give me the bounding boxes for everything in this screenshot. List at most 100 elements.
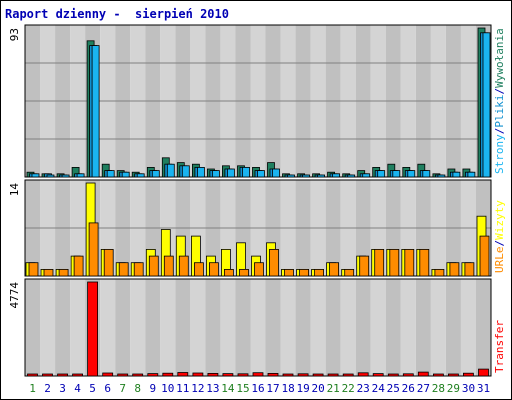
kbytes-bar <box>72 373 83 377</box>
sites-bar <box>284 268 294 277</box>
kbytes-bar <box>237 373 249 377</box>
kbytes-bar <box>282 373 294 377</box>
sites-bar <box>434 268 445 277</box>
kbytes-bar <box>102 372 114 377</box>
kbytes-bar <box>147 373 159 377</box>
plot-band <box>175 279 191 376</box>
day-label: 20 <box>311 382 324 395</box>
pages-bar <box>136 173 145 178</box>
sites-bar <box>148 255 159 277</box>
pages-bar <box>211 170 220 178</box>
kbytes-bar <box>462 372 474 377</box>
day-label: 22 <box>342 382 355 395</box>
sites-bar <box>239 268 249 277</box>
pages-bar <box>226 168 235 178</box>
plot-band <box>445 279 461 376</box>
plot-band <box>55 279 71 376</box>
pages-bar <box>181 165 190 178</box>
plot-band <box>70 279 86 376</box>
legend-item: / <box>493 88 506 95</box>
plot-band <box>25 279 41 376</box>
plot-band <box>220 279 236 376</box>
day-label: 23 <box>357 382 370 395</box>
sites-bar <box>208 262 219 277</box>
day-label: 11 <box>176 382 189 395</box>
plot-band <box>355 279 371 376</box>
plot-band <box>415 279 431 376</box>
plot-band <box>205 279 221 376</box>
day-label: 3 <box>59 382 66 395</box>
day-label: 14 <box>221 382 235 395</box>
day-label: 1 <box>29 382 36 395</box>
day-label: 19 <box>296 382 309 395</box>
plot-band <box>40 279 56 376</box>
plot-band <box>250 279 266 376</box>
day-label: 10 <box>161 382 174 395</box>
y-max-label: 4774 <box>8 282 21 309</box>
plot-band <box>280 279 296 376</box>
sites-bar <box>314 268 325 277</box>
pages-bar <box>106 170 115 178</box>
kbytes-bar <box>478 368 489 377</box>
day-label: 6 <box>104 382 111 395</box>
sites-bar <box>374 248 385 277</box>
kbytes-bar <box>132 373 144 377</box>
pages-bar <box>151 170 160 178</box>
plot-band <box>340 279 356 376</box>
sites-bar <box>254 262 264 277</box>
pages-bar <box>257 170 265 178</box>
legend-item: Wywołania <box>493 28 506 88</box>
sites-bar <box>73 255 84 277</box>
legend-item: / <box>493 128 506 135</box>
sites-bar <box>389 248 400 277</box>
plot-band <box>475 279 491 376</box>
day-label: 9 <box>149 382 156 395</box>
pages-bar <box>272 168 280 178</box>
sites-bar <box>299 268 310 277</box>
day-label: 2 <box>44 382 51 395</box>
sites-bar <box>404 248 415 277</box>
kbytes-bar <box>252 372 264 377</box>
kbytes-bar <box>267 372 279 377</box>
kbytes-bar <box>207 372 219 377</box>
day-label: 31 <box>477 382 490 395</box>
pages-bar <box>91 45 100 178</box>
kbytes-bar <box>27 373 38 377</box>
day-label: 8 <box>134 382 141 395</box>
plot-band <box>190 279 206 376</box>
kbytes-bar <box>432 373 444 377</box>
sites-bar <box>449 262 460 277</box>
day-label: 7 <box>119 382 126 395</box>
day-label: 25 <box>387 382 400 395</box>
plot-band <box>235 279 251 376</box>
pages-bar <box>362 173 371 178</box>
legend-item: / <box>493 240 506 247</box>
sites-bar <box>43 268 54 277</box>
pages-bar <box>377 170 386 178</box>
pages-bar <box>196 166 205 178</box>
day-label: 27 <box>417 382 430 395</box>
pages-bar <box>407 170 416 178</box>
day-label: 28 <box>432 382 445 395</box>
legend-item: Pliki <box>493 95 506 128</box>
pages-bar <box>317 174 326 178</box>
kbytes-bar <box>342 373 354 377</box>
kbytes-bar <box>387 373 399 377</box>
legend-label: Strony/Pliki/Wywołania <box>493 28 506 174</box>
pages-bar <box>422 170 431 178</box>
day-label: 24 <box>372 382 386 395</box>
kbytes-bar <box>357 372 369 377</box>
legend-label: URLe/Wizyty <box>493 200 506 273</box>
sites-bar <box>269 248 279 277</box>
plot-band <box>430 279 446 376</box>
kbytes-bar <box>312 373 324 377</box>
day-label: 30 <box>462 382 475 395</box>
day-label: 13 <box>206 382 219 395</box>
day-label: 5 <box>89 382 96 395</box>
kbytes-bar <box>42 373 53 377</box>
legend-item: Wizyty <box>493 200 506 240</box>
plot-band <box>370 279 386 376</box>
transfer-panel: 4774 Transfer <box>8 278 506 377</box>
kbytes-bar <box>117 373 129 377</box>
